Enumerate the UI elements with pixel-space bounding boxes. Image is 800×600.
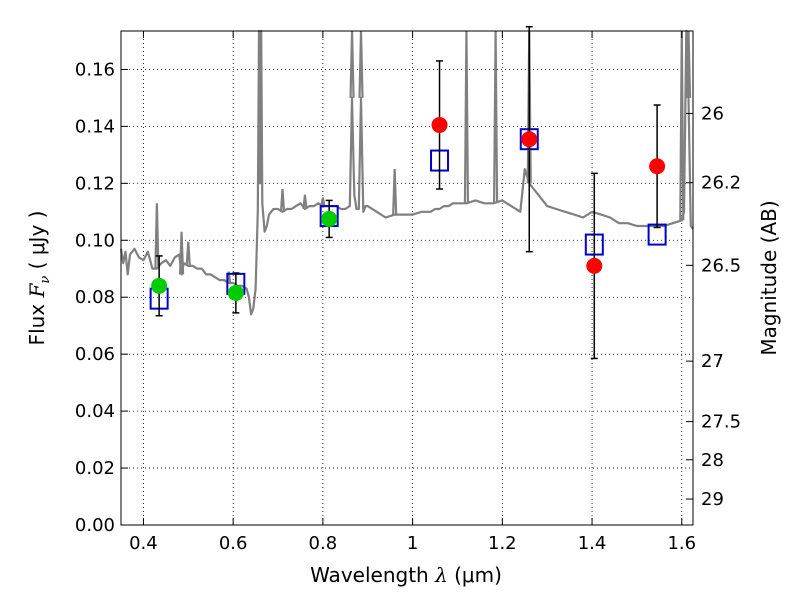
right-axis-label: Magnitude (AB) (757, 200, 781, 355)
spectrum-spike (185, 241, 191, 266)
right-tick-label: 27.5 (701, 412, 741, 433)
red-data-point (586, 257, 603, 274)
red-data-point (649, 158, 666, 175)
y-axis-label: Flux Fν ( μJy ) (25, 211, 53, 346)
spectrum-spike (178, 231, 185, 275)
spectrum-spike (302, 194, 308, 210)
x-tick-label: 1.2 (488, 533, 517, 554)
right-tick-label: 28 (701, 450, 724, 471)
plot-frame (120, 30, 694, 526)
x-tick-label: 0.6 (219, 533, 248, 554)
spectrum-spike (463, 30, 470, 204)
y-tick-label: 0.14 (75, 116, 115, 137)
photometry-points (149, 25, 667, 360)
spectrum-spike (358, 30, 364, 98)
spectrum-spike (279, 188, 286, 212)
red-data-point (521, 131, 538, 148)
grid (121, 31, 693, 526)
right-tick-label: 26.5 (701, 255, 741, 276)
y-tick-label: 0.16 (75, 59, 115, 80)
right-tick-label: 29 (701, 489, 724, 510)
red-data-point (431, 116, 448, 133)
right-tick-label: 26 (701, 103, 724, 124)
axis-ticks: 0.4 0.6 0.8 1 1.2 1.4 1.6 0.00 0.02 0.04 0.06 0.08 0… (75, 31, 741, 554)
right-tick-label: 27 (701, 351, 724, 372)
green-data-point (151, 277, 168, 294)
x-tick-label: 1 (407, 533, 418, 554)
y-tick-label: 0.02 (75, 458, 115, 479)
x-tick-label: 1.4 (578, 533, 607, 554)
y-tick-label: 0.06 (75, 344, 115, 365)
x-tick-label: 0.8 (309, 533, 338, 554)
y-tick-label: 0.00 (75, 515, 115, 536)
y-tick-label: 0.08 (75, 287, 115, 308)
spectrum-spike (349, 30, 355, 98)
spectrum-spike (154, 203, 160, 269)
x-axis-label: Wavelength λ (μm) (310, 563, 502, 587)
x-tick-label: 1.6 (667, 533, 696, 554)
spectrum-line (119, 29, 694, 316)
spectrum-spike (493, 30, 499, 203)
spectrum-spike (320, 197, 326, 207)
green-data-point (321, 210, 338, 227)
y-tick-label: 0.10 (75, 230, 115, 251)
y-tick-label: 0.04 (75, 401, 115, 422)
model-spectrum (119, 29, 694, 316)
y-tick-label: 0.12 (75, 173, 115, 194)
right-tick-label: 26.2 (701, 173, 741, 194)
green-data-point (227, 284, 244, 301)
x-tick-label: 0.4 (129, 533, 158, 554)
spectrum-spike (392, 169, 398, 215)
